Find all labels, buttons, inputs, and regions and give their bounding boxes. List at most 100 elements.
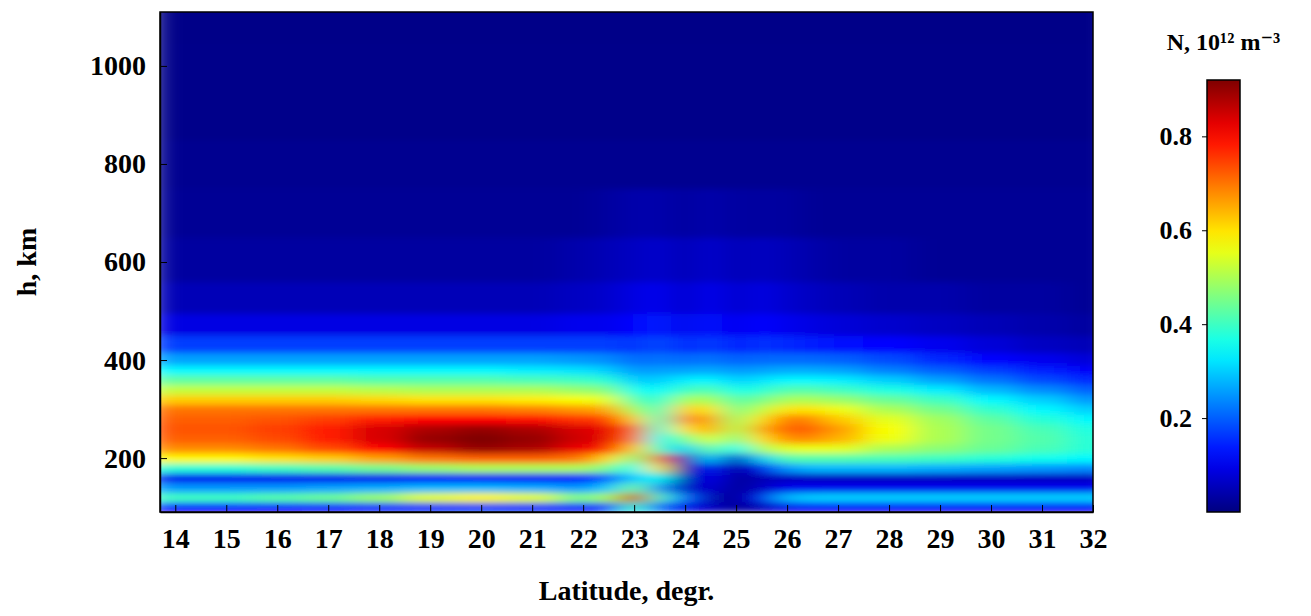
heat-cell [697, 237, 723, 282]
x-tick: 14 [162, 505, 190, 554]
y-tick-mark [160, 66, 167, 67]
heat-cell [748, 139, 774, 189]
heat-cell [353, 237, 405, 282]
x-tick: 28 [876, 505, 904, 554]
x-tick-mark [277, 505, 278, 512]
heat-cell [825, 384, 864, 395]
heat-cell [404, 413, 456, 424]
heat-cell [404, 472, 456, 483]
heat-cell [595, 453, 621, 464]
y-tick-label: 1000 [90, 50, 146, 81]
heat-cell [914, 12, 966, 42]
heat-cell [353, 492, 405, 503]
heat-cell [646, 41, 672, 91]
heat-cell [621, 502, 647, 512]
heat-cell [863, 90, 915, 140]
heat-cell [251, 404, 303, 415]
heat-cell [160, 374, 201, 385]
plot-frame [160, 12, 1093, 512]
colorbar-tick: 0.4 [1160, 310, 1208, 339]
heat-cell [914, 404, 966, 415]
heat-cell [302, 281, 354, 314]
heat-cell [302, 41, 354, 91]
heat-cell [302, 404, 354, 415]
heat-cell [595, 492, 621, 503]
heat-cell [799, 492, 825, 503]
heat-cell [863, 335, 915, 353]
heat-cell [200, 482, 252, 493]
y-tick-mark [160, 360, 167, 361]
heat-cell [799, 41, 825, 91]
heat-cell [723, 139, 749, 189]
heat-cell [506, 364, 558, 375]
heat-cell [251, 352, 303, 365]
heat-cell [965, 394, 1017, 405]
heat-cell [646, 384, 672, 395]
heat-cell [557, 394, 596, 405]
heat-cell [160, 12, 201, 42]
heat-cell [251, 364, 303, 375]
heat-cell [723, 90, 749, 140]
heat-cell [621, 90, 647, 140]
heat-cell [506, 90, 558, 140]
heat-cell [200, 443, 252, 454]
heat-cell [697, 413, 723, 424]
heat-cell [914, 472, 966, 483]
heat-cell [697, 352, 723, 365]
x-tick-mark [940, 505, 941, 512]
heat-cell [302, 374, 354, 385]
heat-cell [697, 502, 723, 512]
heat-cell [723, 502, 749, 512]
heat-cell [455, 502, 507, 512]
heat-cell [595, 413, 621, 424]
heat-cell [825, 453, 864, 464]
heat-cell [621, 462, 647, 473]
heat-cell [404, 404, 456, 415]
heat-cell [200, 237, 252, 282]
y-tick-label: 200 [104, 443, 146, 474]
heat-cell [506, 423, 558, 434]
heat-cell [1067, 237, 1093, 282]
heat-cell [557, 41, 596, 91]
heat-cell [302, 384, 354, 395]
heat-cell [455, 404, 507, 415]
heat-cell [646, 502, 672, 512]
heat-cell [672, 482, 698, 493]
heat-cell [799, 12, 825, 42]
heat-cell [697, 482, 723, 493]
heat-cell [799, 139, 825, 189]
heat-cell [646, 374, 672, 385]
heat-cell [697, 433, 723, 444]
heat-cell [621, 482, 647, 493]
heat-cell [825, 433, 864, 444]
heat-cell [404, 462, 456, 473]
x-tick-label: 29 [927, 523, 955, 554]
heat-cell [1016, 237, 1068, 282]
heat-cell [621, 384, 647, 395]
heat-cell [672, 12, 698, 42]
heat-cell [672, 139, 698, 189]
heat-cell [1067, 281, 1093, 314]
heat-cell [455, 384, 507, 395]
colorbar-tick-label: 0.4 [1160, 310, 1193, 339]
heat-cell [723, 443, 749, 454]
heat-cell [748, 374, 774, 385]
heat-cell [455, 482, 507, 493]
heat-cell [160, 423, 201, 434]
colorbar-axis-line [1207, 81, 1208, 513]
heat-cell [748, 453, 774, 464]
heat-cell [799, 482, 825, 493]
heat-cell [455, 492, 507, 503]
x-tick-label: 16 [264, 523, 292, 554]
heat-cell [1067, 41, 1093, 91]
heat-cell [302, 364, 354, 375]
heat-cell [1067, 462, 1093, 473]
heat-cell [621, 413, 647, 424]
heat-cell [672, 472, 698, 483]
heat-cell [723, 433, 749, 444]
heat-cell [621, 404, 647, 415]
heat-cell [723, 394, 749, 405]
heat-cell [302, 394, 354, 405]
heat-cell [621, 394, 647, 405]
heat-cell [455, 281, 507, 314]
